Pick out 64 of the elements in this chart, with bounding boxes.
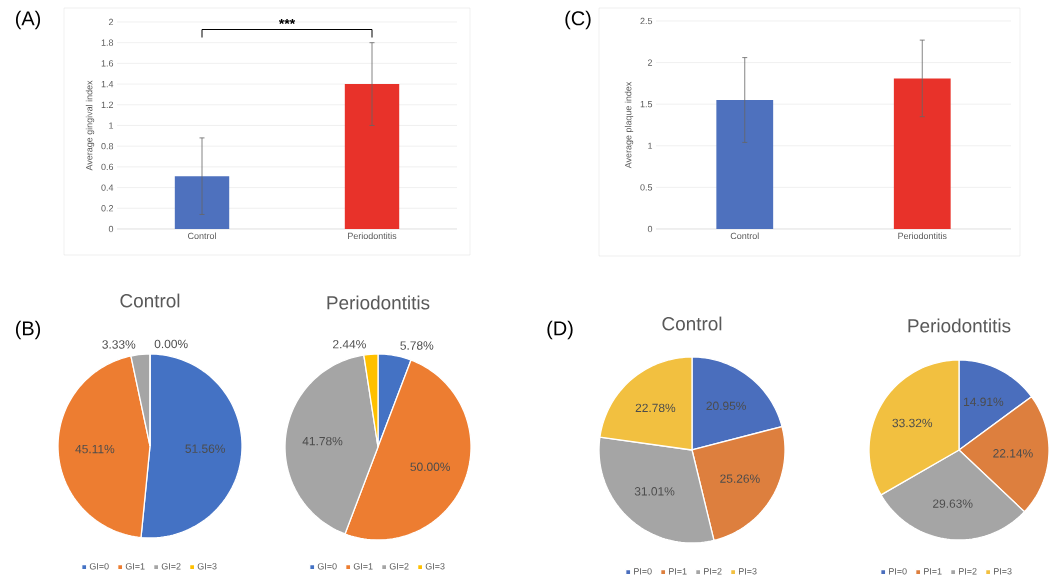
legend-label: PI=0 xyxy=(889,568,907,575)
y-tick-label: 2.5 xyxy=(640,17,653,25)
x-tick-label: Control xyxy=(188,232,216,240)
legend-label: PI=1 xyxy=(924,568,942,575)
text: 0.00% xyxy=(154,339,188,349)
y-axis-title: Average gingival index xyxy=(85,80,95,171)
y-tick-label: 1.6 xyxy=(101,60,114,67)
data-label: 3.33% xyxy=(102,340,136,349)
data-label: 33.32% xyxy=(892,418,933,428)
data-label: 45.11% xyxy=(75,444,115,454)
y-tick-label: 0 xyxy=(108,225,114,233)
data-label: 2.44% xyxy=(333,340,366,349)
y-tick-label: 2 xyxy=(647,59,653,66)
legend-label: GI=2 xyxy=(161,563,181,570)
legend-label: GI=3 xyxy=(197,563,217,570)
text: (B) xyxy=(15,320,41,340)
data-label: 22.14% xyxy=(993,449,1033,458)
chart-title: Control xyxy=(662,316,722,331)
chart-title: Periodontitis xyxy=(327,295,430,310)
legend-label: PI=0 xyxy=(634,568,652,575)
chart-title: Control xyxy=(120,293,180,308)
y-tick-label: 0.2 xyxy=(101,205,114,212)
legend-label: PI=3 xyxy=(739,568,757,575)
data-label: 29.63% xyxy=(933,499,973,508)
y-tick-label: 1.4 xyxy=(101,81,114,88)
legend-label: GI=0 xyxy=(89,563,109,570)
data-label: 14.91% xyxy=(964,397,1004,407)
legend-label: PI=2 xyxy=(959,568,977,575)
text: (D) xyxy=(547,320,573,340)
data-label: 20.95% xyxy=(706,401,746,411)
data-label: 31.01% xyxy=(634,487,675,496)
y-tick-label: 0.4 xyxy=(101,184,114,191)
text: (C) xyxy=(565,10,591,30)
y-tick-label: 0.5 xyxy=(640,184,653,191)
legend-label: GI=0 xyxy=(317,563,337,570)
data-label: 50.00% xyxy=(410,462,451,472)
data-label: 5.78% xyxy=(400,341,434,350)
annotation: *** xyxy=(278,18,296,25)
y-tick-label: 0.6 xyxy=(101,163,114,171)
legend-label: GI=1 xyxy=(353,563,373,570)
y-tick-label: 0 xyxy=(647,225,653,233)
y-tick-label: 2 xyxy=(108,18,114,26)
data-label: 41.78% xyxy=(302,436,343,446)
y-tick-label: 1 xyxy=(109,122,114,129)
y-tick-label: 1.5 xyxy=(640,101,653,108)
y-tick-label: 1.2 xyxy=(101,101,114,108)
y-axis-title: Average plaque index xyxy=(624,81,634,169)
y-tick-label: 1.8 xyxy=(101,39,114,46)
chart-title: Periodontitis xyxy=(908,318,1011,333)
data-label: 22.78% xyxy=(635,403,676,413)
data-label: 51.56% xyxy=(185,444,225,453)
legend-label: GI=3 xyxy=(425,563,445,570)
text: (A) xyxy=(15,10,41,30)
x-tick-label: Periodontitis xyxy=(898,232,947,240)
x-tick-label: Periodontitis xyxy=(348,232,397,240)
legend-label: GI=1 xyxy=(125,563,145,570)
y-tick-label: 1 xyxy=(648,142,653,149)
legend-label: PI=2 xyxy=(704,568,722,575)
y-tick-label: 0.8 xyxy=(101,143,114,150)
data-label: 25.26% xyxy=(720,474,760,483)
x-tick-label: Control xyxy=(730,232,759,240)
legend-label: GI=2 xyxy=(389,563,409,570)
legend-label: PI=1 xyxy=(669,568,687,575)
legend-label: PI=3 xyxy=(994,568,1012,575)
